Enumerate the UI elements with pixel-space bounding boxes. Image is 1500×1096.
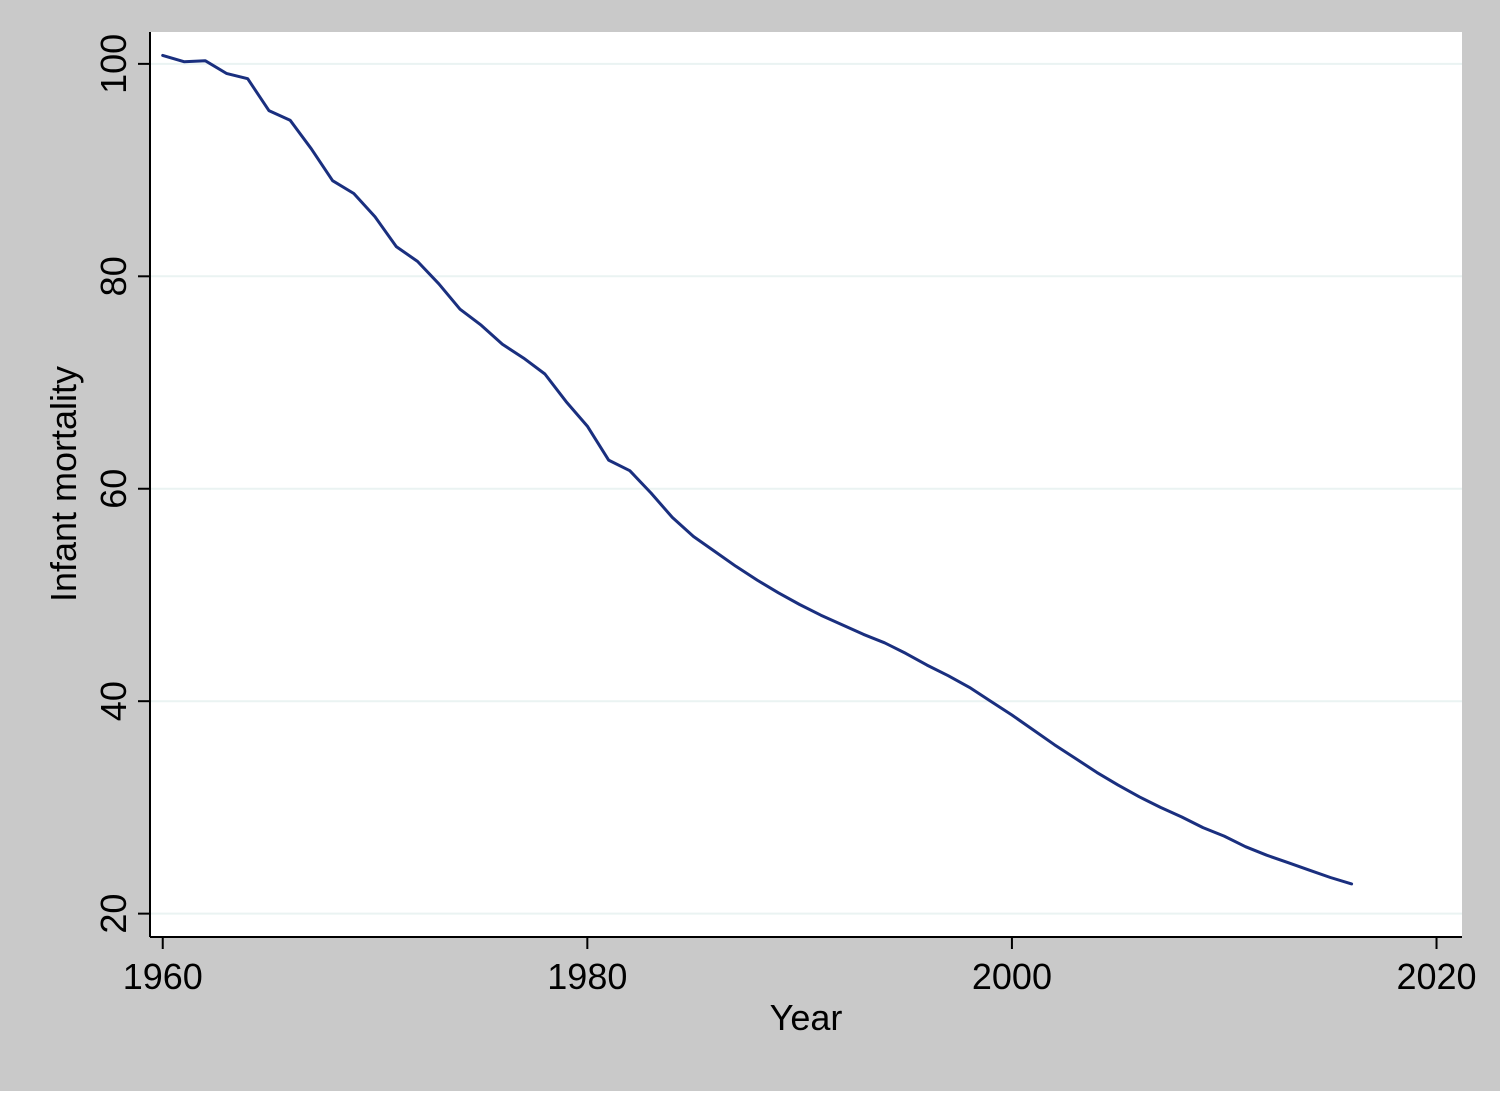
x-tick-label-1980: 1980 (547, 956, 627, 997)
y-tick-label-20: 20 (93, 894, 134, 934)
gridlines (150, 62, 1462, 915)
y-axis-ticks: 20 40 60 80 100 (93, 34, 150, 934)
y-tick-label-100: 100 (93, 34, 134, 94)
x-axis-title: Year (770, 997, 843, 1038)
y-tick-label-60: 60 (93, 469, 134, 509)
x-tick-label-2000: 2000 (972, 956, 1052, 997)
infant-mortality-line (161, 53, 1354, 886)
x-tick-label-1960: 1960 (123, 956, 203, 997)
x-axis-ticks: 1960 1980 2000 2020 (123, 937, 1477, 997)
y-tick-label-40: 40 (93, 681, 134, 721)
plot-area-background (150, 32, 1462, 937)
x-tick-label-2020: 2020 (1396, 956, 1476, 997)
y-axis-title: Infant mortality (43, 366, 84, 602)
y-tick-label-80: 80 (93, 256, 134, 296)
